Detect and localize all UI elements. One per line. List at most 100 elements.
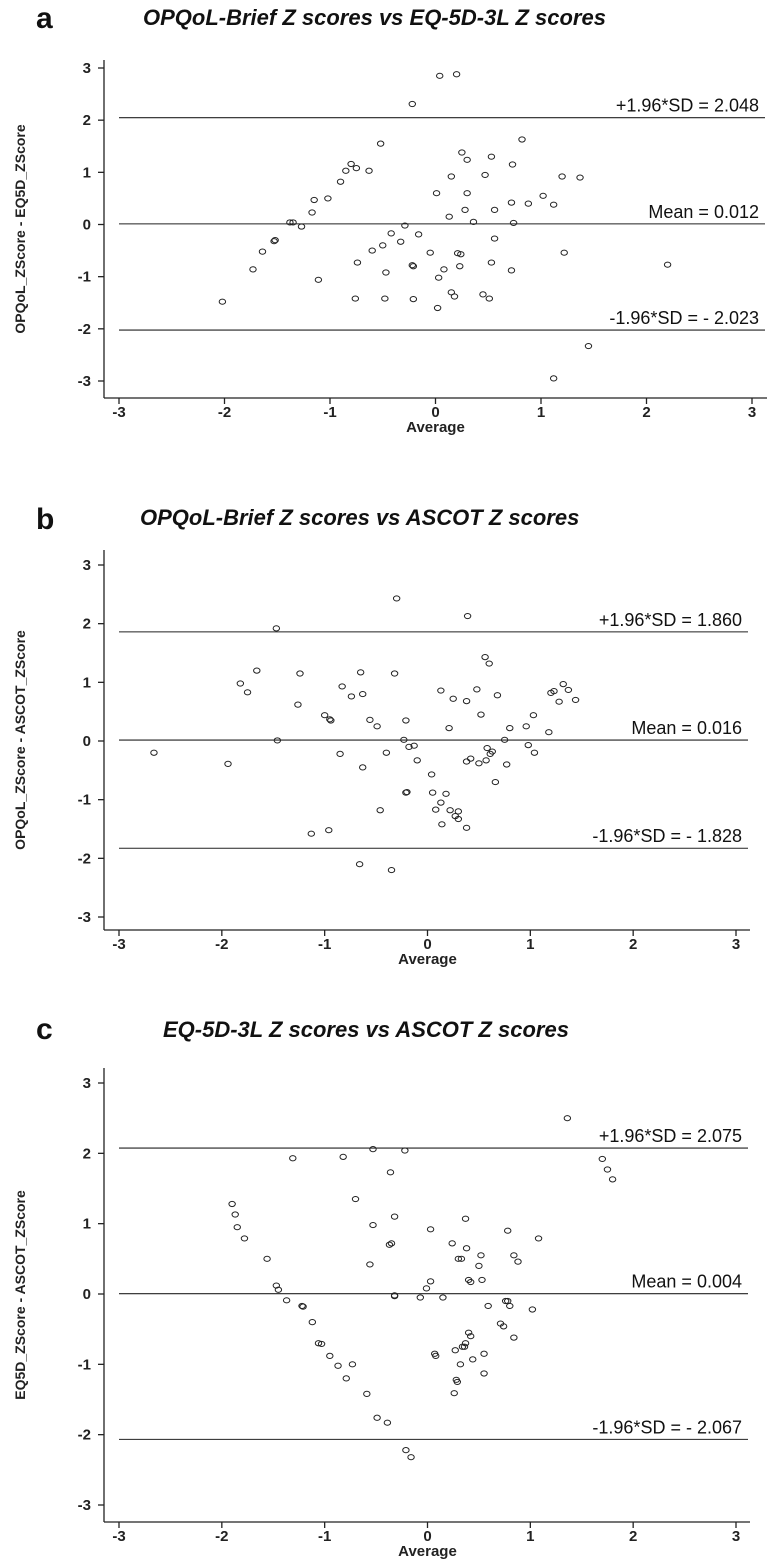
y-axis-title: EQ5D_ZScore - ASCOT_ZScore (12, 1190, 28, 1400)
data-point (396, 238, 405, 245)
data-point (416, 1294, 425, 1301)
data-point (373, 723, 381, 730)
data-point (487, 153, 496, 160)
data-point (466, 1333, 475, 1340)
data-point (359, 764, 367, 771)
data-point (347, 693, 356, 700)
data-point (518, 136, 526, 143)
data-point (464, 1329, 473, 1336)
data-point (450, 293, 459, 300)
data-point (325, 827, 333, 834)
data-point (381, 295, 389, 302)
data-point (528, 1306, 537, 1313)
data-point (486, 750, 494, 758)
panel-letter: c (36, 1013, 53, 1046)
x-tick-label: -2 (218, 404, 231, 421)
data-point (598, 1155, 607, 1163)
data-point (326, 716, 334, 723)
data-point (368, 247, 376, 254)
y-tick-label: -1 (78, 1356, 91, 1373)
data-point (481, 654, 489, 661)
data-point (365, 167, 373, 174)
data-point (386, 1169, 395, 1176)
data-point (576, 174, 584, 181)
data-point (401, 1147, 409, 1154)
data-point (407, 1454, 415, 1461)
data-point (308, 209, 316, 216)
data-point (448, 1240, 456, 1247)
chart-title: OPQoL-Brief Z scores vs ASCOT Z scores (140, 505, 580, 530)
data-point (270, 238, 278, 245)
data-point (240, 1235, 249, 1242)
data-point (413, 757, 421, 764)
data-point (390, 1293, 399, 1300)
data-point (356, 669, 365, 676)
data-point (327, 717, 335, 724)
data-point (339, 1153, 347, 1160)
data-point (487, 259, 496, 266)
y-tick-label: -3 (78, 909, 91, 926)
data-point (314, 276, 323, 283)
y-tick-label: -2 (78, 1427, 91, 1444)
y-tick-label: 0 (83, 1286, 91, 1303)
x-tick-label: 3 (732, 1528, 740, 1545)
data-point (506, 724, 514, 732)
data-point (432, 1352, 440, 1359)
data-point (274, 1286, 283, 1293)
data-point (249, 266, 257, 273)
y-tick-label: -2 (78, 850, 91, 867)
panel-a: a OPQoL-Brief Z scores vs EQ-5D-3L Z sco… (0, 0, 769, 470)
data-point (387, 230, 395, 237)
x-tick-label: 0 (423, 1528, 431, 1545)
data-point (463, 156, 471, 163)
data-point (383, 1419, 392, 1426)
x-tick-label: 1 (526, 936, 534, 953)
data-point (539, 192, 547, 199)
data-point (481, 171, 489, 179)
data-point (426, 1278, 435, 1285)
y-tick-label: 3 (83, 557, 91, 574)
data-point (506, 1302, 514, 1310)
data-point (427, 771, 436, 778)
data-point (387, 1240, 396, 1247)
data-point (289, 219, 297, 226)
data-point (453, 1378, 462, 1386)
data-point (414, 231, 423, 238)
data-point (410, 742, 418, 749)
y-tick-label: 1 (83, 674, 91, 691)
data-point (231, 1211, 239, 1218)
data-point (326, 1352, 334, 1359)
panel-letter: a (36, 2, 53, 35)
x-tick-label: -3 (112, 404, 125, 421)
data-point (463, 612, 472, 620)
y-tick-label: 1 (83, 1216, 91, 1233)
x-axis-title: Average (398, 1543, 457, 1560)
data-point (462, 698, 471, 705)
data-point (545, 729, 553, 736)
y-axis-title: OPQoL_ZScore - EQ5D_ZScore (12, 124, 28, 333)
data-point (510, 1334, 518, 1341)
data-point (351, 295, 360, 302)
data-point (483, 744, 491, 752)
scatter-plot-b: -3 -2 -1 0 1 2 3 -3 -2 -1 0 1 2 3 Average OPQoL_ZScore … (12, 550, 750, 968)
panel-c: c EQ-5D-3L Z scores vs ASCOT Z scores -3… (0, 1005, 769, 1567)
data-point (402, 1447, 410, 1454)
data-point (286, 219, 294, 226)
data-point (469, 1356, 477, 1363)
data-point (307, 830, 315, 837)
data-point (436, 72, 444, 79)
data-point (400, 736, 408, 743)
reference-label-mean: Mean = 0.016 (631, 718, 742, 738)
data-point (457, 1255, 466, 1262)
data-point (218, 298, 227, 305)
data-point (524, 742, 532, 749)
data-point (493, 692, 502, 699)
data-point (352, 165, 361, 172)
y-tick-label: -1 (78, 269, 91, 286)
data-point (228, 1200, 236, 1208)
x-tick-label: 0 (423, 936, 431, 953)
data-point (359, 690, 367, 698)
data-point (549, 375, 558, 382)
data-point (342, 1375, 350, 1382)
x-tick-label: 1 (526, 1528, 534, 1545)
